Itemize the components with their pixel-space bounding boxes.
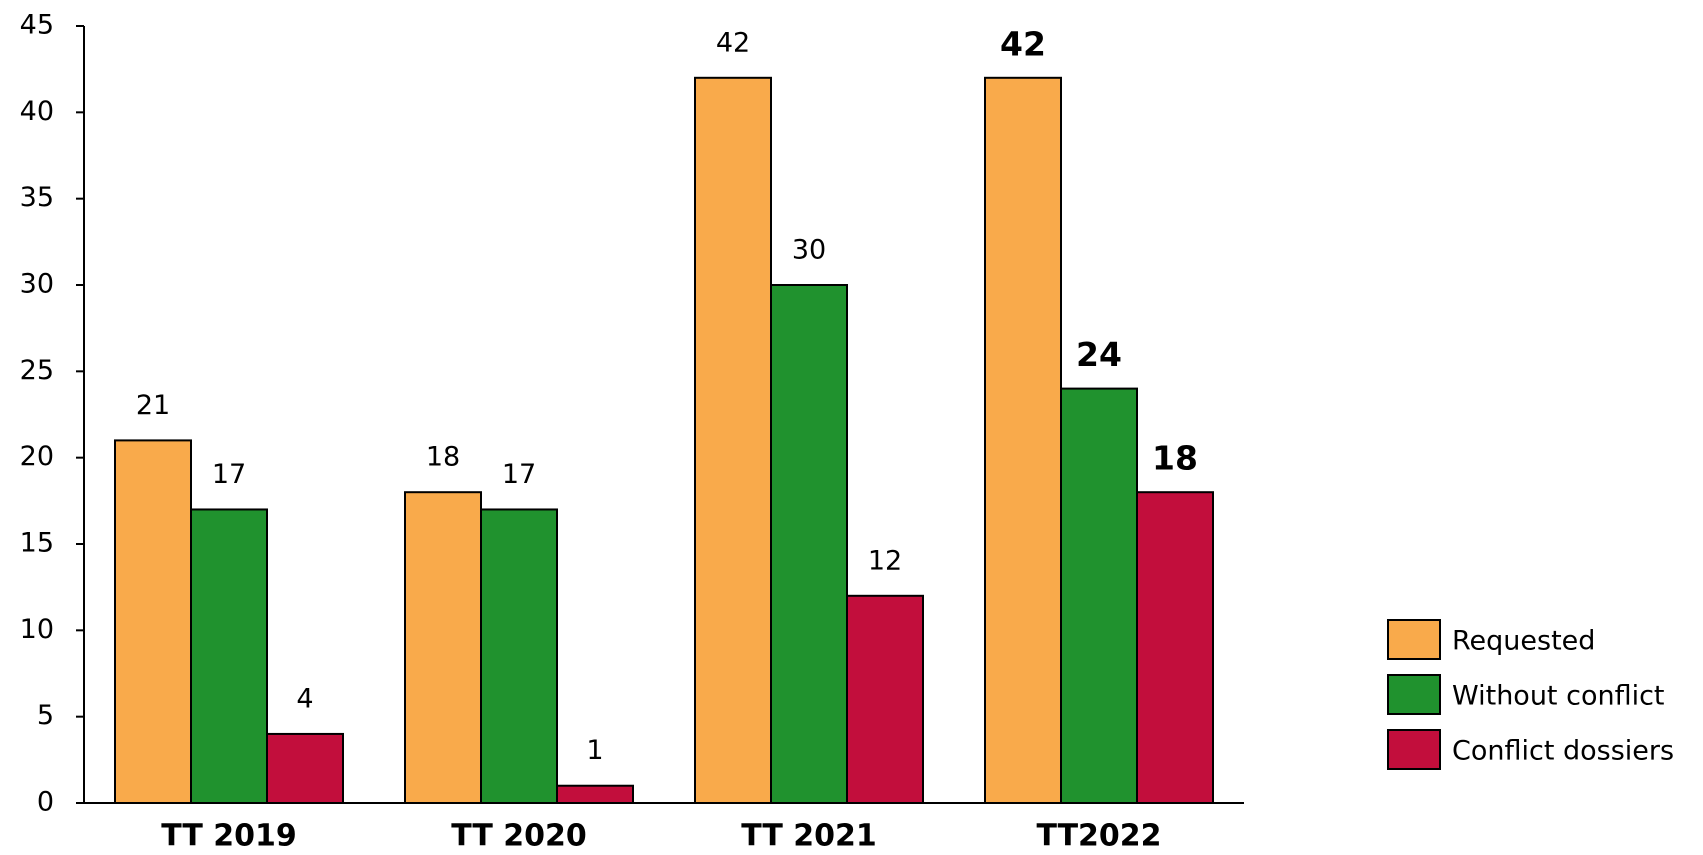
bar xyxy=(480,508,558,804)
y-tick-label: 30 xyxy=(20,269,54,300)
x-tick-label: TT 2021 xyxy=(741,819,877,854)
y-tick-label: 45 xyxy=(20,10,54,41)
data-label: 17 xyxy=(212,459,246,490)
data-label: 18 xyxy=(1152,439,1198,478)
y-tick-label: 5 xyxy=(37,700,54,731)
bar xyxy=(694,76,772,805)
y-tick-label: 35 xyxy=(20,182,54,213)
bar xyxy=(846,594,924,804)
legend-swatch xyxy=(1387,674,1441,715)
data-label: 24 xyxy=(1076,335,1122,374)
x-tick-label: TT2022 xyxy=(1036,819,1161,854)
bar xyxy=(1060,387,1138,804)
x-tick-label: TT 2020 xyxy=(451,819,587,854)
y-tick-label: 0 xyxy=(37,787,54,818)
bar xyxy=(1136,491,1214,804)
legend-label: Without conflict xyxy=(1452,681,1665,712)
bar xyxy=(114,439,192,804)
y-tick-label: 40 xyxy=(20,96,54,127)
data-label: 1 xyxy=(586,735,603,766)
bar xyxy=(190,508,268,804)
data-label: 30 xyxy=(792,235,826,266)
data-label: 42 xyxy=(716,27,750,58)
bar xyxy=(266,732,344,805)
y-tick-label: 10 xyxy=(20,614,54,645)
x-tick-label: TT 2019 xyxy=(161,819,297,854)
data-label: 42 xyxy=(1000,24,1046,63)
legend-label: Requested xyxy=(1452,626,1595,657)
legend-swatch xyxy=(1387,729,1441,770)
bar xyxy=(770,284,848,804)
bar xyxy=(556,784,634,805)
data-label: 12 xyxy=(868,545,902,576)
legend-label: Conflict dossiers xyxy=(1452,736,1674,767)
bar xyxy=(984,76,1062,805)
y-tick-label: 15 xyxy=(20,528,54,559)
data-label: 17 xyxy=(502,459,536,490)
bar xyxy=(404,491,482,804)
y-tick-label: 20 xyxy=(20,441,54,472)
data-label: 18 xyxy=(426,442,460,473)
data-label: 21 xyxy=(136,390,170,421)
data-label: 4 xyxy=(296,683,313,714)
legend-swatch xyxy=(1387,619,1441,660)
y-tick-label: 25 xyxy=(20,355,54,386)
